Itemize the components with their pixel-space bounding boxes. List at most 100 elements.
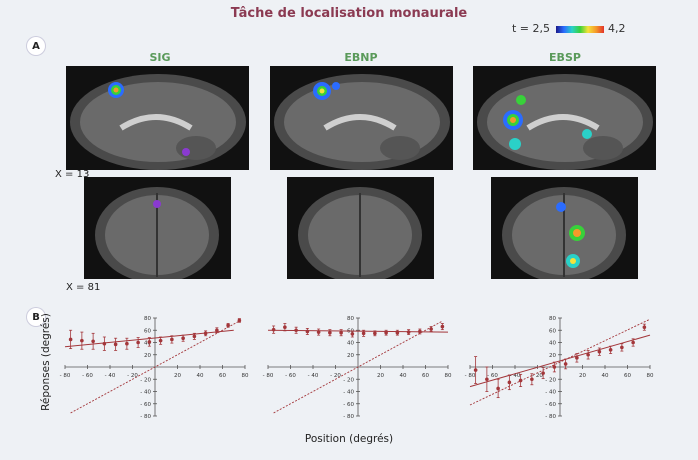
data-point (237, 318, 242, 323)
panel-a-badge: A (27, 37, 45, 55)
data-point (125, 341, 129, 346)
data-point (113, 342, 118, 347)
condition-ebsp: EBSP (549, 51, 581, 64)
y-tick-label: 40 (347, 341, 354, 347)
data-point (518, 378, 523, 383)
identity-line (273, 320, 443, 414)
x-tick-label: 60 (422, 373, 429, 379)
brain-coronal-sig (84, 177, 231, 279)
brain-sagittal-sig (66, 66, 249, 170)
data-point (305, 329, 310, 334)
data-point (642, 325, 647, 329)
y-tick-label: 80 (549, 316, 556, 322)
data-point (147, 340, 152, 344)
x-tick-label: 20 (174, 373, 181, 379)
data-point (215, 328, 219, 333)
data-point (136, 340, 140, 345)
data-point (203, 331, 208, 336)
x-axis-label: Position (degrés) (304, 433, 394, 445)
chart-ebsp: - 80 - 60 - 40 - 20 20 40 60 80 80 60 40 20 - 20 - 40… (465, 316, 654, 420)
fit-line (469, 334, 651, 388)
data-point (158, 338, 163, 343)
data-point (91, 339, 95, 344)
data-point (552, 365, 557, 369)
data-point (620, 345, 624, 350)
t-scale-min: t = 2,5 (512, 22, 551, 35)
x-tick-label: - 80 (465, 373, 476, 379)
y-tick-label: 60 (549, 328, 556, 334)
data-point (361, 331, 366, 336)
data-point (418, 329, 422, 334)
coord-sagittal: X = 13 (55, 169, 90, 180)
data-point (350, 332, 355, 336)
x-tick-label: - 40 (510, 373, 521, 379)
condition-ebnp: EBNP (344, 51, 378, 64)
data-point (507, 380, 512, 385)
coord-coronal: X = 81 (66, 282, 101, 293)
data-point (563, 362, 568, 366)
brain-sagittal-ebsp (473, 66, 656, 170)
y-tick-label: 20 (347, 353, 354, 359)
data-point (473, 368, 478, 372)
x-tick-label: - 20 (330, 373, 341, 379)
data-point (485, 377, 489, 382)
x-tick-label: - 40 (308, 373, 319, 379)
data-point (102, 341, 107, 346)
data-point (440, 324, 445, 329)
data-point (226, 323, 230, 328)
x-tick-label: 20 (579, 373, 586, 379)
data-point (496, 386, 500, 391)
y-tick-label: - 60 (545, 402, 556, 408)
y-tick-label: - 60 (140, 402, 151, 408)
identity-line (469, 318, 651, 406)
chart-sig: - 80 - 60 - 40 - 20 20 40 60 80 80 60 40 20 - 20 - 40… (60, 316, 249, 420)
data-point (384, 330, 388, 335)
data-point (170, 337, 174, 342)
y-tick-label: 40 (144, 341, 151, 347)
y-tick-label: - 40 (140, 390, 151, 396)
data-point (181, 336, 185, 341)
y-axis-label: Réponses (degrés) (40, 313, 52, 411)
x-tick-label: 80 (445, 373, 452, 379)
x-tick-label: 80 (242, 373, 249, 379)
y-tick-label: - 80 (140, 414, 151, 420)
panel-b-badge: B (27, 308, 45, 326)
data-point (328, 330, 332, 335)
data-point (631, 340, 635, 345)
y-tick-label: - 80 (545, 414, 556, 420)
identity-line (70, 320, 240, 414)
x-tick-label: 40 (400, 373, 407, 379)
data-point (68, 337, 73, 342)
y-tick-label: - 20 (343, 377, 354, 383)
x-tick-label: 40 (197, 373, 204, 379)
data-point (395, 330, 400, 335)
data-point (294, 328, 298, 333)
data-point (406, 330, 411, 334)
data-point (271, 327, 276, 332)
data-point (608, 348, 613, 352)
x-tick-label: - 80 (263, 373, 274, 379)
x-tick-label: - 40 (105, 373, 116, 379)
x-tick-label: - 60 (285, 373, 296, 379)
y-tick-label: 20 (549, 353, 556, 359)
y-tick-label: 20 (144, 353, 151, 359)
brain-sagittal-ebnp (270, 66, 453, 170)
y-tick-label: 80 (347, 316, 354, 322)
data-point (283, 325, 287, 329)
x-tick-label: - 60 (82, 373, 93, 379)
figure-title: Tâche de localisation monaurale (230, 6, 468, 21)
y-tick-label: - 20 (545, 377, 556, 383)
y-tick-label: - 80 (343, 414, 354, 420)
t-colorbar (556, 26, 604, 33)
brain-coronal-ebsp (491, 177, 638, 279)
data-point (339, 330, 343, 335)
data-point (530, 377, 534, 382)
data-point (80, 338, 84, 343)
x-tick-label: - 60 (487, 373, 498, 379)
y-tick-label: - 40 (343, 390, 354, 396)
y-tick-label: - 60 (343, 402, 354, 408)
x-tick-label: - 20 (127, 373, 138, 379)
fit-line (267, 329, 449, 333)
x-tick-label: - 20 (532, 373, 543, 379)
